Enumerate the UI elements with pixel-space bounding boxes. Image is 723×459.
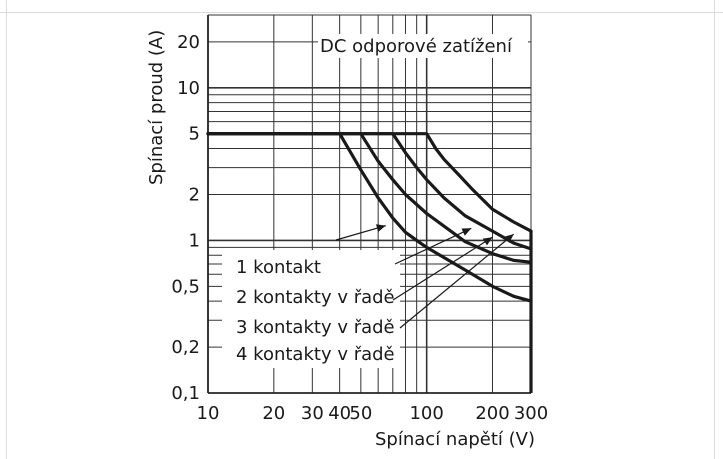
x-tick-label: 30	[301, 403, 324, 424]
y-tick-label: 10	[177, 78, 200, 99]
frame-top-rule	[0, 12, 723, 13]
x-tick-label: 100	[409, 403, 443, 424]
series-line-2	[206, 132, 533, 264]
legend-arrow-head	[461, 228, 472, 236]
legend-leader-line	[399, 233, 515, 329]
y-tick-label: 20	[177, 32, 200, 53]
x-axis-label: Spínací napětí (V)	[375, 429, 535, 450]
series-line-4	[206, 132, 533, 233]
y-tick-label: 0,1	[171, 383, 200, 404]
y-tick-label: 5	[189, 124, 200, 145]
chart-title: DC odporové zatížení	[320, 36, 513, 57]
frame-left-rule	[6, 0, 7, 459]
legend-leader-line	[394, 227, 472, 265]
x-tick-label: 40	[328, 403, 351, 424]
legend-arrow-head	[376, 224, 386, 232]
y-tick-label: 0,2	[171, 337, 200, 358]
series-line-1	[206, 132, 533, 303]
y-tick-label: 0,5	[171, 276, 200, 297]
legend-background	[222, 250, 400, 368]
title-background	[318, 34, 528, 58]
y-axis-label: Spínací proud (A)	[146, 30, 167, 185]
y-tick-label: 2	[189, 184, 200, 205]
legend-label-1: 1 kontakt	[236, 257, 321, 278]
curves	[206, 132, 533, 393]
legend-arrow-head	[482, 237, 493, 246]
y-tick-label: 1	[189, 230, 200, 251]
series-line-3	[206, 132, 533, 251]
legend: 1 kontakt 2 kontakty v řadě 3 kontakty v ř…	[222, 224, 515, 368]
x-tick-label: 20	[262, 403, 285, 424]
frame-right-rule	[714, 0, 715, 459]
legend-label-4: 4 kontakty v řadě	[236, 344, 395, 365]
legend-label-3: 3 kontakty v řadě	[236, 317, 395, 338]
x-tick-label: 50	[349, 403, 372, 424]
legend-arrow-head	[504, 234, 514, 243]
x-tick-label: 10	[197, 403, 220, 424]
legend-label-2: 2 kontakty v řadě	[236, 287, 395, 308]
x-tick-label: 300	[514, 403, 548, 424]
legend-leader-line	[392, 236, 493, 301]
x-tick-label: 200	[475, 403, 509, 424]
